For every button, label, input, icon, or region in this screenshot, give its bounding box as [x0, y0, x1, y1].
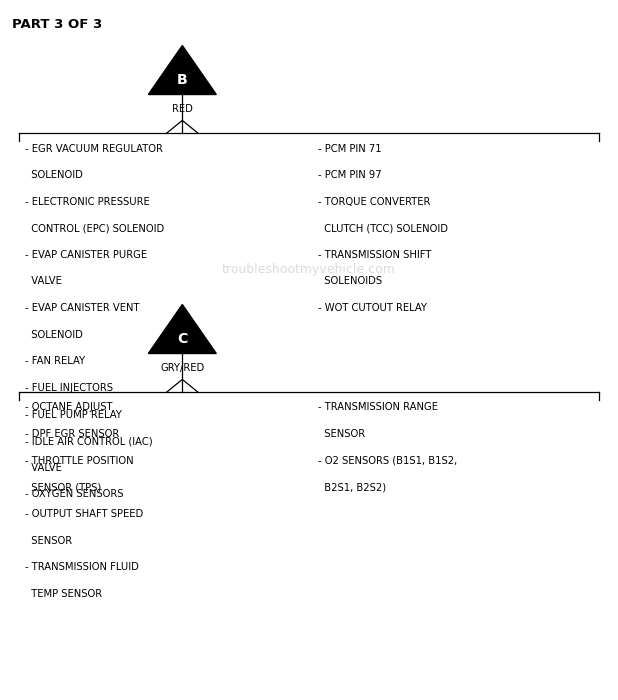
Text: - EVAP CANISTER VENT: - EVAP CANISTER VENT	[25, 303, 139, 313]
Text: troubleshootmyvehicle.com: troubleshootmyvehicle.com	[222, 263, 396, 276]
Text: - O2 SENSORS (B1S1, B1S2,: - O2 SENSORS (B1S1, B1S2,	[318, 456, 457, 466]
Text: - WOT CUTOUT RELAY: - WOT CUTOUT RELAY	[318, 303, 427, 313]
Text: - OUTPUT SHAFT SPEED: - OUTPUT SHAFT SPEED	[25, 509, 143, 519]
Text: - TORQUE CONVERTER: - TORQUE CONVERTER	[318, 197, 431, 206]
Text: TEMP SENSOR: TEMP SENSOR	[25, 589, 102, 598]
Polygon shape	[148, 46, 216, 94]
Text: B: B	[177, 73, 188, 87]
Text: - PCM PIN 71: - PCM PIN 71	[318, 144, 382, 153]
Text: - FUEL PUMP RELAY: - FUEL PUMP RELAY	[25, 410, 122, 419]
Text: - OXYGEN SENSORS: - OXYGEN SENSORS	[25, 489, 123, 499]
Text: CONTROL (EPC) SOLENOID: CONTROL (EPC) SOLENOID	[25, 223, 164, 233]
Text: VALVE: VALVE	[25, 276, 62, 286]
Text: - TRANSMISSION RANGE: - TRANSMISSION RANGE	[318, 402, 438, 412]
Text: - ELECTRONIC PRESSURE: - ELECTRONIC PRESSURE	[25, 197, 150, 206]
Text: C: C	[177, 332, 187, 346]
Text: - TRANSMISSION FLUID: - TRANSMISSION FLUID	[25, 562, 138, 572]
Text: SOLENOID: SOLENOID	[25, 330, 83, 340]
Text: CLUTCH (TCC) SOLENOID: CLUTCH (TCC) SOLENOID	[318, 223, 448, 233]
Text: GRY/RED: GRY/RED	[160, 363, 205, 372]
Text: PART 3 OF 3: PART 3 OF 3	[12, 18, 103, 31]
Text: - DPF EGR SENSOR: - DPF EGR SENSOR	[25, 429, 119, 439]
Text: - PCM PIN 97: - PCM PIN 97	[318, 170, 382, 180]
Text: - OCTANE ADJUST: - OCTANE ADJUST	[25, 402, 112, 412]
Polygon shape	[148, 304, 216, 354]
Text: - EVAP CANISTER PURGE: - EVAP CANISTER PURGE	[25, 250, 147, 260]
Text: SOLENOID: SOLENOID	[25, 170, 83, 180]
Text: - TRANSMISSION SHIFT: - TRANSMISSION SHIFT	[318, 250, 431, 260]
Text: B2S1, B2S2): B2S1, B2S2)	[318, 482, 386, 492]
Text: - THROTTLE POSITION: - THROTTLE POSITION	[25, 456, 133, 466]
Text: - IDLE AIR CONTROL (IAC): - IDLE AIR CONTROL (IAC)	[25, 436, 153, 446]
Text: SOLENOIDS: SOLENOIDS	[318, 276, 383, 286]
Text: VALVE: VALVE	[25, 463, 62, 473]
Text: - FAN RELAY: - FAN RELAY	[25, 356, 85, 366]
Text: - EGR VACUUM REGULATOR: - EGR VACUUM REGULATOR	[25, 144, 163, 153]
Text: SENSOR: SENSOR	[25, 536, 72, 545]
Text: SENSOR (TPS): SENSOR (TPS)	[25, 482, 101, 492]
Text: SENSOR: SENSOR	[318, 429, 365, 439]
Text: - FUEL INJECTORS: - FUEL INJECTORS	[25, 383, 112, 393]
Text: RED: RED	[172, 104, 193, 113]
